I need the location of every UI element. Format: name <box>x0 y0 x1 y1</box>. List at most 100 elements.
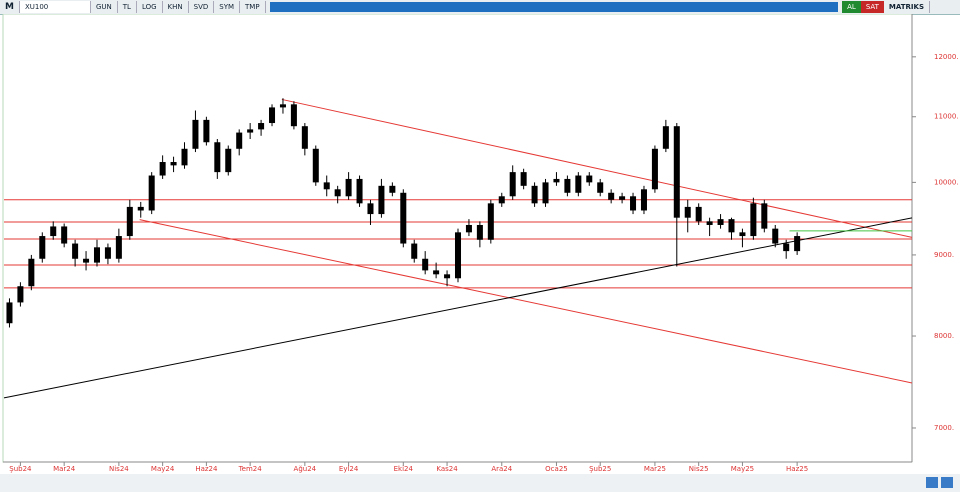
candle-body <box>137 206 144 211</box>
y-tick-label: 9000. <box>934 251 954 259</box>
toolbar-button[interactable]: LOG <box>137 1 163 13</box>
candle-body <box>104 247 111 259</box>
candle-body <box>312 148 319 183</box>
candle-body <box>72 243 79 259</box>
x-tick-label: Ağu24 <box>294 465 317 473</box>
candle-body <box>422 258 429 271</box>
candle-body <box>651 148 658 190</box>
candle-body <box>761 203 768 229</box>
candle-body <box>192 119 199 149</box>
candle-body <box>269 107 276 124</box>
candle-body <box>159 162 166 176</box>
candle-body <box>378 185 385 215</box>
x-tick-label: Nis25 <box>689 465 709 473</box>
candle-body <box>509 172 516 197</box>
candle-body <box>334 189 341 197</box>
trend-line <box>139 219 913 384</box>
candle-body <box>61 226 68 244</box>
x-tick-label: Eyl24 <box>339 465 359 473</box>
candle-body <box>433 270 440 275</box>
candle-body <box>301 126 308 149</box>
candle-body <box>444 274 451 279</box>
candle-body <box>630 196 637 211</box>
candle-body <box>465 224 472 233</box>
toolbar-fill <box>269 2 839 12</box>
candle-body <box>597 182 604 193</box>
toolbar: M XU100 GUN TL LOG KHN SVD SYM TMP AL SA… <box>0 0 960 15</box>
candle-body <box>28 258 35 287</box>
candle-body <box>50 226 57 237</box>
x-tick-label: May24 <box>151 465 175 473</box>
x-tick-label: Tem24 <box>238 465 263 473</box>
symbol-input[interactable]: XU100 <box>19 1 91 13</box>
candle-body <box>476 224 483 240</box>
candle-body <box>389 185 396 193</box>
trend-line <box>281 98 913 238</box>
candle-body <box>400 192 407 244</box>
toolbar-button[interactable]: TL <box>118 1 137 13</box>
candle-body <box>148 175 155 211</box>
candle-body <box>673 126 680 218</box>
candle-body <box>695 206 702 222</box>
candle-body <box>115 236 122 259</box>
candle-body <box>214 142 221 173</box>
y-tick-label: 8000. <box>934 332 954 340</box>
candle-body <box>739 232 746 237</box>
candle-body <box>356 178 363 204</box>
candle-body <box>247 129 254 133</box>
toolbar-button[interactable]: GUN <box>91 1 118 13</box>
candle-body <box>564 178 571 193</box>
toolbar-button[interactable]: SYM <box>214 1 241 13</box>
candle-body <box>258 123 265 130</box>
candle-body <box>706 221 713 225</box>
candle-body <box>39 236 46 259</box>
candle-body <box>225 148 232 173</box>
candle-body <box>750 203 757 237</box>
candle-body <box>236 132 243 149</box>
y-tick-label: 10000. <box>934 178 959 186</box>
x-tick-label: Eki24 <box>394 465 414 473</box>
candle-body <box>608 192 615 200</box>
candle-body <box>323 182 330 190</box>
candle-body <box>170 162 177 166</box>
x-tick-label: Mar24 <box>53 465 76 473</box>
x-tick-label: May25 <box>731 465 754 473</box>
toolbar-button[interactable]: TMP <box>240 1 266 13</box>
sell-button[interactable]: SAT <box>860 1 884 13</box>
candle-body <box>772 228 779 244</box>
x-tick-label: Şub25 <box>589 465 611 473</box>
buy-button[interactable]: AL <box>842 1 861 13</box>
toolbar-button[interactable]: KHN <box>163 1 189 13</box>
trend-line <box>3 217 913 399</box>
candle-body <box>783 243 790 252</box>
y-tick-label: 12000. <box>934 53 959 61</box>
x-tick-label: Haz24 <box>195 465 218 473</box>
candle-body <box>520 172 527 186</box>
x-tick-label: Mar25 <box>644 465 666 473</box>
candle-body <box>345 178 352 197</box>
candle-body <box>411 243 418 259</box>
x-tick-label: Nis24 <box>109 465 129 473</box>
zoom-button[interactable] <box>941 477 953 488</box>
candle-body <box>531 185 538 204</box>
logo: M <box>0 1 20 13</box>
candle-body <box>575 175 582 193</box>
y-tick-label: 11000. <box>934 113 959 121</box>
candle-body <box>454 232 462 279</box>
candle-body <box>203 119 210 143</box>
x-tick-label: Kas24 <box>436 465 458 473</box>
candle-body <box>279 104 286 108</box>
x-tick-label: Oca25 <box>545 465 568 473</box>
candle-body <box>728 219 735 233</box>
brand: MATRIKS <box>884 1 930 13</box>
toolbar-button[interactable]: SVD <box>189 1 215 13</box>
candle-body <box>181 148 188 166</box>
zoom-button[interactable] <box>926 477 938 488</box>
candle-body <box>684 206 691 218</box>
chart: 7000. 8000. 9000. 10000. 11000. 12000. Şub24 Ma… <box>0 14 960 492</box>
candle-body <box>487 203 494 240</box>
x-tick-label: Haz25 <box>786 465 808 473</box>
candle-body <box>83 258 90 263</box>
candle-body <box>553 178 560 183</box>
candle-body <box>17 286 24 303</box>
